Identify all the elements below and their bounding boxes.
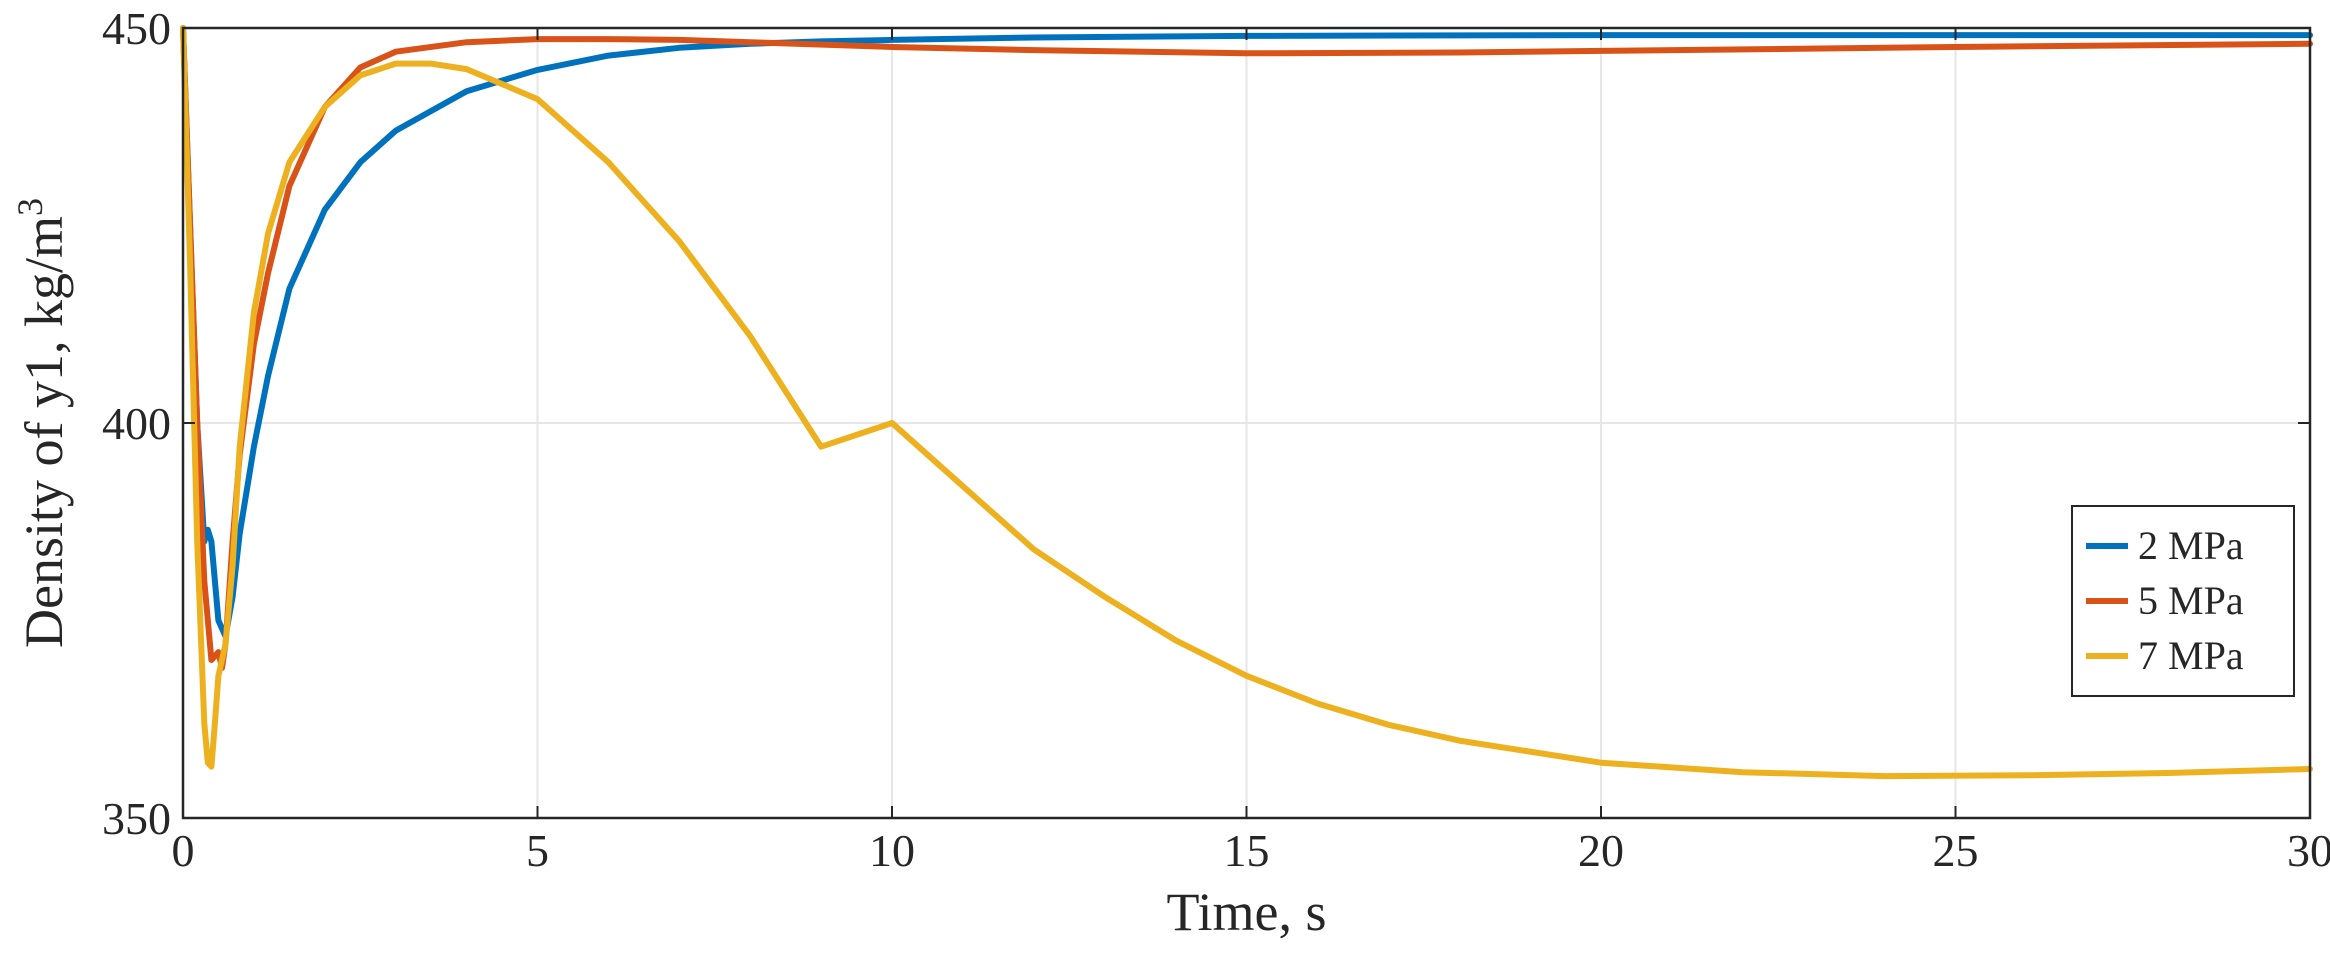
x-tick-label-0: 0: [172, 825, 195, 876]
x-axis-title: Time, s: [1166, 882, 1326, 942]
legend-label-1: 5 MPa: [2138, 578, 2244, 623]
y-axis-title-superscript: 3: [10, 198, 50, 216]
legend-label-0: 2 MPa: [2138, 523, 2244, 568]
y-tick-label-1: 400: [102, 398, 171, 449]
series-layer: [180, 25, 2313, 780]
y-axis-title: Density of y1, kg/m3: [10, 198, 74, 648]
series-line-2: [180, 25, 2313, 780]
x-tick-label-4: 20: [1578, 825, 1624, 876]
x-tick-label-1: 5: [526, 825, 549, 876]
legend-label-2: 7 MPa: [2138, 633, 2244, 678]
grid-layer: [182, 27, 2311, 819]
x-tick-label-5: 25: [1933, 825, 1979, 876]
y-tick-label-0: 350: [102, 793, 171, 844]
tick-layer: 0 5 10 15 20 25 30 350 400 450: [102, 3, 2330, 876]
series-line-0: [180, 25, 2313, 640]
y-axis-title-main: Density of y1, kg/m: [14, 216, 74, 648]
x-tick-label-2: 10: [869, 825, 915, 876]
x-tick-label-6: 30: [2287, 825, 2330, 876]
legend: 2 MPa 5 MPa 7 MPa: [2071, 505, 2295, 697]
x-tick-label-3: 15: [1224, 825, 1270, 876]
y-tick-label-2: 450: [102, 3, 171, 54]
